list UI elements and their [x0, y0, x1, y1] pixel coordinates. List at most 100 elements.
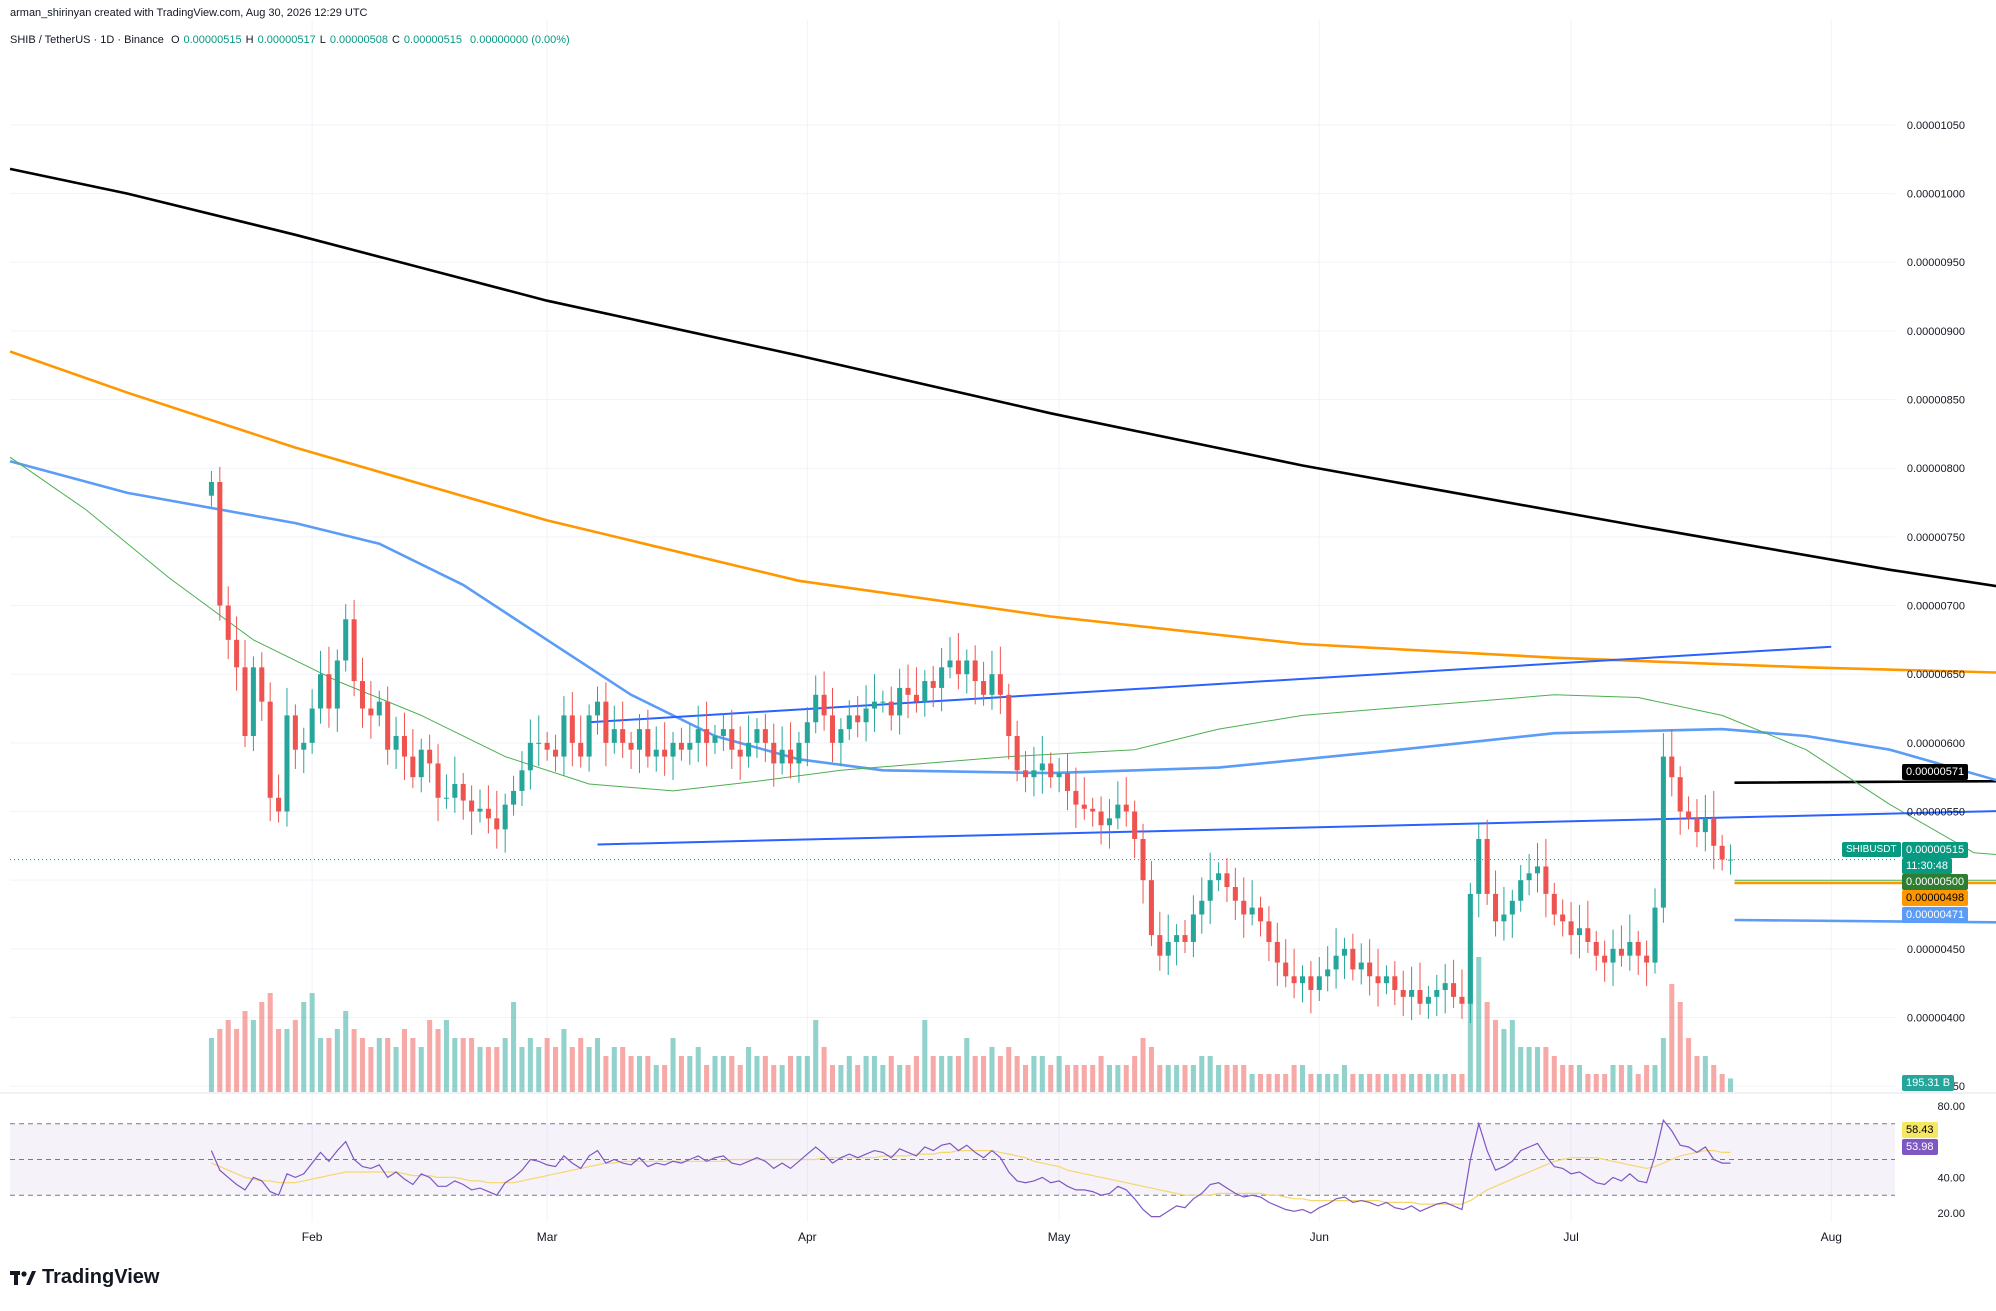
candle-body: [939, 667, 945, 688]
volume-bar: [1056, 1056, 1062, 1092]
volume-bar: [1493, 1020, 1499, 1092]
volume-bar: [662, 1065, 668, 1092]
volume-bar: [1610, 1065, 1616, 1092]
volume-bar: [1585, 1074, 1591, 1092]
volume-bar: [871, 1056, 877, 1092]
candle-body: [1190, 914, 1196, 942]
candle-body: [410, 756, 416, 778]
candle-body: [628, 742, 634, 750]
candles: [208, 466, 1734, 1023]
candle-body: [469, 800, 475, 812]
volume-bar: [1182, 1065, 1188, 1092]
volume-bar: [913, 1056, 919, 1092]
volume-bar: [544, 1038, 550, 1092]
volume-bar: [1409, 1074, 1415, 1092]
volume-bar: [1425, 1074, 1431, 1092]
candle-body: [1157, 935, 1163, 956]
volume-bar: [1375, 1074, 1381, 1092]
candle-body: [267, 701, 273, 798]
rsi-pane: [10, 1118, 1895, 1218]
candle-body: [569, 715, 575, 743]
candle-body: [1207, 880, 1213, 901]
volume-bar: [947, 1056, 953, 1092]
candle-body: [1392, 976, 1398, 991]
volume-bar: [670, 1038, 676, 1092]
volume-bar: [1367, 1074, 1373, 1092]
candle-body: [1644, 955, 1650, 963]
volume-bar: [334, 1029, 340, 1092]
candle-body: [1031, 770, 1037, 778]
candle-body: [1283, 962, 1289, 977]
candle-body: [720, 729, 726, 736]
candle-body: [1249, 907, 1255, 915]
candle-body: [603, 701, 609, 743]
volume-bar: [1593, 1074, 1599, 1092]
volume-bar: [1098, 1056, 1104, 1092]
candle-body: [494, 818, 500, 830]
volume-bar: [242, 1011, 248, 1092]
candle-body: [1526, 873, 1532, 881]
volume-bar: [1132, 1056, 1138, 1092]
volume-bar: [1048, 1065, 1054, 1092]
ma50-price-tag: 0.00000471: [1902, 907, 1969, 923]
tradingview-logo[interactable]: TradingView: [10, 1266, 159, 1289]
candle-body: [368, 708, 374, 716]
volume-bar: [880, 1065, 886, 1092]
candle-body: [796, 742, 802, 764]
candle-body: [401, 735, 407, 757]
price-tick-label: 0.00000400: [1907, 1012, 1965, 1024]
ma20-price-tag: 0.00000500: [1902, 874, 1969, 890]
volume-bar: [1006, 1047, 1012, 1092]
candle-body: [1325, 969, 1331, 977]
volume-bar: [1341, 1065, 1347, 1092]
time-tick-label: Mar: [537, 1230, 558, 1244]
volume-bar: [1459, 1074, 1465, 1092]
trendline: [597, 810, 1996, 846]
volume-bar: [720, 1056, 726, 1092]
candle-body: [1199, 900, 1205, 915]
volume-bar: [1081, 1065, 1087, 1092]
axis-labels: 0.00001050 0.00001000 0.00000950 0.00000900…: [302, 120, 1965, 1244]
candle-body: [1518, 880, 1524, 901]
candle-body: [1350, 948, 1356, 970]
candle-body: [1652, 907, 1658, 963]
candle-body: [460, 784, 466, 801]
candle-body: [318, 674, 324, 709]
price-tick-label: 0.00000600: [1907, 738, 1965, 750]
volume-bar: [376, 1038, 382, 1092]
volume-bar: [368, 1047, 374, 1092]
candle-body: [1182, 935, 1188, 942]
volume-bar: [1115, 1065, 1121, 1092]
candle-body: [334, 660, 340, 709]
ma-line-20: [9, 456, 1996, 881]
candle-body: [897, 687, 903, 716]
volume-bar: [1694, 1056, 1700, 1092]
rsi-ma-line: [211, 1149, 1731, 1205]
time-tick-label: Jun: [1310, 1230, 1329, 1244]
candle-body: [1258, 907, 1264, 922]
volume-bar: [1400, 1074, 1406, 1092]
candle-body: [1467, 893, 1473, 1004]
ma-line-100: [9, 350, 1996, 885]
volume-bar: [1677, 1002, 1683, 1092]
volume-bar: [653, 1065, 659, 1092]
volume-bar: [1174, 1065, 1180, 1092]
volume-bar: [418, 1047, 424, 1092]
volume-bar: [1627, 1065, 1633, 1092]
candle-body: [1509, 900, 1515, 915]
volume-bar: [259, 1002, 265, 1092]
volume-bar: [536, 1047, 542, 1092]
volume-bar: [561, 1029, 567, 1092]
volume-bar: [1039, 1056, 1045, 1092]
candle-body: [1023, 770, 1029, 778]
volume-bar: [1417, 1074, 1423, 1092]
volume-bar: [326, 1038, 332, 1092]
volume-bar: [1266, 1074, 1272, 1092]
ma100-price-tag: 0.00000498: [1902, 890, 1969, 906]
volume-bar: [888, 1056, 894, 1092]
volume-bar: [511, 1002, 517, 1092]
candle-body: [586, 715, 592, 757]
time-tick-label: Aug: [1821, 1230, 1842, 1244]
candle-body: [1241, 900, 1247, 915]
